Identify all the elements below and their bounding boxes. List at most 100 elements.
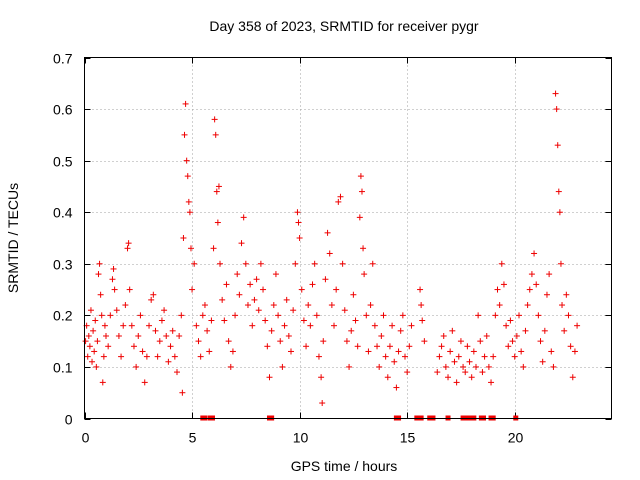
data-point	[223, 281, 230, 288]
data-point	[496, 302, 503, 309]
data-point	[557, 260, 564, 267]
data-point	[253, 276, 260, 283]
y-tick-label: 0.2	[53, 308, 73, 324]
data-point	[95, 271, 102, 278]
data-point	[125, 240, 132, 247]
data-point	[453, 379, 460, 386]
data-point	[449, 327, 456, 334]
data-point	[356, 214, 363, 221]
data-point	[122, 302, 129, 309]
data-point	[204, 327, 211, 334]
data-point	[389, 322, 396, 329]
data-point	[537, 338, 544, 345]
data-point	[494, 286, 501, 293]
data-point	[341, 307, 348, 314]
data-point	[290, 307, 297, 314]
data-point	[333, 286, 340, 293]
data-point	[189, 286, 196, 293]
data-point	[163, 332, 170, 339]
data-point	[281, 322, 288, 329]
data-point	[103, 332, 110, 339]
data-point	[84, 353, 91, 360]
data-point	[94, 338, 101, 345]
data-point	[184, 173, 191, 180]
y-tick-label: 0.6	[53, 102, 73, 118]
data-point	[186, 209, 193, 216]
data-point	[217, 260, 224, 267]
y-tick-label: 0.7	[53, 51, 73, 67]
data-point	[90, 327, 97, 334]
data-point	[552, 90, 559, 97]
data-point	[354, 343, 361, 350]
data-point	[421, 338, 428, 345]
data-point	[553, 106, 560, 113]
data-point	[376, 363, 383, 370]
data-point	[352, 317, 359, 324]
y-tick-label: 0	[65, 412, 73, 428]
data-point	[326, 250, 333, 257]
data-point	[148, 296, 155, 303]
data-point	[124, 245, 131, 252]
data-point	[466, 358, 473, 365]
data-point	[260, 286, 267, 293]
data-point	[447, 348, 454, 355]
data-point	[528, 271, 535, 278]
data-point	[99, 379, 106, 386]
data-point	[247, 281, 254, 288]
grid	[84, 57, 612, 419]
data-point	[328, 302, 335, 309]
data-point	[548, 348, 555, 355]
data-point	[178, 312, 185, 319]
data-point	[320, 338, 327, 345]
data-point	[86, 343, 93, 350]
data-point	[472, 363, 479, 370]
data-point	[455, 353, 462, 360]
data-point	[213, 188, 220, 195]
data-point	[244, 302, 251, 309]
y-tick-label: 0.3	[53, 257, 73, 273]
data-point	[98, 312, 105, 319]
data-point	[365, 348, 372, 355]
data-point	[555, 188, 562, 195]
data-point	[384, 374, 391, 381]
data-point	[309, 281, 316, 288]
data-point	[402, 353, 409, 360]
data-point	[137, 312, 144, 319]
data-point	[539, 358, 546, 365]
data-point	[541, 327, 548, 334]
data-point	[214, 219, 221, 226]
data-point	[445, 374, 452, 381]
data-point	[221, 317, 228, 324]
data-point	[210, 245, 217, 252]
data-point	[279, 363, 286, 370]
data-point	[206, 348, 213, 355]
data-point	[272, 271, 279, 278]
data-point	[167, 343, 174, 350]
data-point	[120, 322, 127, 329]
data-point	[238, 240, 245, 247]
data-point	[357, 173, 364, 180]
data-point	[498, 260, 505, 267]
data-point	[298, 286, 305, 293]
data-point	[89, 358, 96, 365]
data-point	[315, 353, 322, 360]
data-point	[399, 312, 406, 319]
data-point	[227, 363, 234, 370]
data-point	[195, 338, 202, 345]
data-point	[87, 307, 94, 314]
data-point	[522, 327, 529, 334]
data-point	[154, 353, 161, 360]
data-point	[294, 209, 301, 216]
data-point	[395, 348, 402, 355]
data-point	[212, 131, 219, 138]
data-point	[348, 327, 355, 334]
data-point	[91, 348, 98, 355]
data-point	[141, 379, 148, 386]
data-point	[236, 291, 243, 298]
data-point	[339, 260, 346, 267]
data-point	[559, 302, 566, 309]
data-point	[262, 317, 269, 324]
x-tick-label: 15	[400, 430, 416, 446]
data-point	[191, 260, 198, 267]
data-point	[133, 363, 140, 370]
